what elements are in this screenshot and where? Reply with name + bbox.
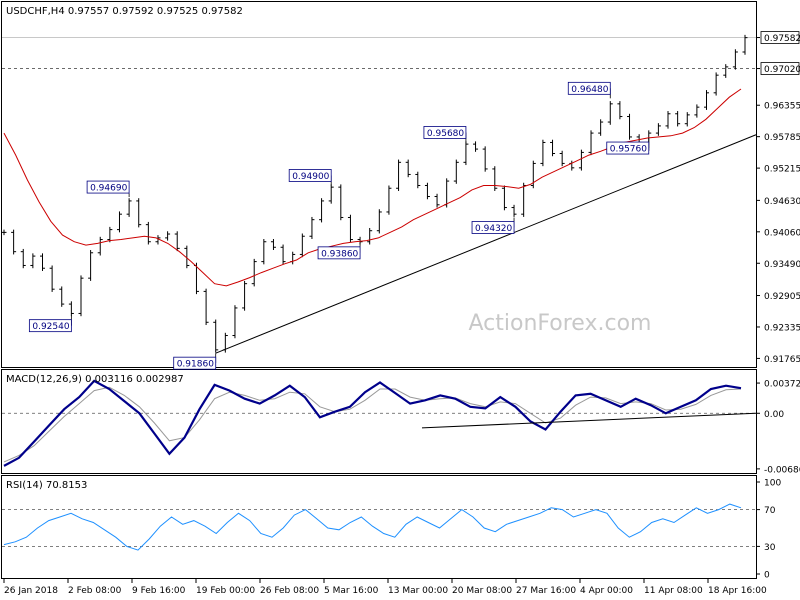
macd-panel-title: MACD(12,26,9) 0.003116 0.002987: [6, 374, 184, 385]
annotation-box: [567, 81, 611, 95]
annotation-box: [86, 180, 130, 194]
macd-axis-label: 0.003728: [764, 380, 800, 390]
annotation-box: [28, 319, 72, 333]
price-axis-label: 0.93490: [764, 260, 800, 270]
annotation-label: 0.94690: [90, 184, 127, 194]
rsi-panel-frame: [1, 475, 757, 579]
time-axis-label: 26 Feb 08:00: [260, 586, 319, 596]
time-axis-label: 20 Mar 08:00: [452, 586, 512, 596]
annotation-label: 0.91860: [177, 360, 214, 370]
time-axis-label: 5 Mar 16:00: [324, 586, 379, 596]
time-axis-label: 19 Feb 00:00: [196, 586, 255, 596]
rsi-axis-label: 0: [764, 571, 770, 581]
time-axis-label: 18 Apr 16:00: [708, 586, 767, 596]
annotation-box: [423, 126, 467, 139]
macd-line: [3, 379, 742, 467]
time-axis-label: 11 Apr 08:00: [644, 586, 703, 596]
time-axis-label: 26 Jan 2018: [4, 586, 58, 596]
annotation-label: 0.94320: [475, 224, 512, 234]
price-axis-label: 0.94060: [764, 228, 800, 238]
annotation-label: 0.94900: [292, 172, 329, 182]
time-axis-label: 13 Mar 00:00: [388, 586, 448, 596]
time-axis-label: 27 Mar 16:00: [516, 586, 576, 596]
rsi-series-group: [2, 503, 756, 551]
macd-trendline: [421, 412, 757, 429]
support-trendline: [215, 134, 757, 354]
macd-axis-label: -0.006862: [764, 465, 800, 475]
annotation-label: 0.93860: [321, 249, 358, 259]
annotation-box: [317, 246, 361, 260]
annotation-label: 0.96480: [571, 85, 608, 95]
price-series-group: [1, 34, 748, 353]
price-trendline: [215, 134, 757, 354]
price-axis-label: 0.97020: [764, 65, 800, 75]
watermark: ActionForex.com: [469, 311, 652, 336]
price-axis-label: 0.94630: [764, 197, 800, 207]
time-axis-label: 2 Feb 08:00: [68, 586, 122, 596]
price-axis-label: 0.95785: [764, 133, 800, 143]
rsi-panel-title: RSI(14) 70.8153: [6, 480, 87, 491]
macd-axis: 0.003728 0.00 -0.006862: [756, 380, 800, 475]
rsi-axis: 100 70 30 0: [756, 479, 781, 581]
annotation-box: [288, 169, 332, 182]
price-axis-label-box: [760, 62, 800, 75]
horizontal-level-line: [2, 37, 756, 69]
price-axis: 0.97582 0.97020 0.96355 0.95785 0.95215 0.946…: [756, 31, 800, 365]
price-axis-label: 0.95215: [764, 165, 800, 175]
macd-signal-line: [3, 386, 742, 463]
annotation-box: [173, 356, 217, 370]
time-axis: 26 Jan 2018 2 Feb 08:00 9 Feb 16:00 19 Feb …: [3, 578, 767, 596]
price-axis-label: 0.97582: [764, 34, 800, 44]
annotation-box: [471, 221, 515, 234]
annotation-label: 0.95680: [427, 129, 464, 139]
price-panel-title: USDCHF,H4 0.97557 0.97592 0.97525 0.9758…: [6, 6, 243, 17]
price-annotations: 0.92540 0.94690 0.91860 0.94900 0.93860 0.956…: [28, 81, 650, 370]
price-axis-label-box: [760, 31, 800, 44]
annotation-label: 0.92540: [32, 322, 69, 332]
time-axis-label: 4 Apr 00:00: [580, 586, 633, 596]
macd-axis-label: 0.00: [764, 410, 784, 420]
time-axis-label: 9 Feb 16:00: [132, 586, 186, 596]
rsi-axis-label: 70: [764, 506, 776, 516]
rsi-axis-label: 30: [764, 543, 776, 553]
rsi-axis-label: 100: [764, 479, 781, 489]
macd-series-group: [2, 379, 757, 467]
annotation-box: [606, 141, 650, 155]
price-axis-label: 0.92905: [764, 292, 800, 302]
rsi-line: [3, 503, 742, 551]
macd-panel-frame: [1, 369, 757, 474]
price-axis-label: 0.91765: [764, 355, 800, 365]
price-axis-label: 0.96355: [764, 102, 800, 112]
price-axis-label: 0.92335: [764, 323, 800, 333]
annotation-label: 0.95760: [610, 145, 647, 155]
